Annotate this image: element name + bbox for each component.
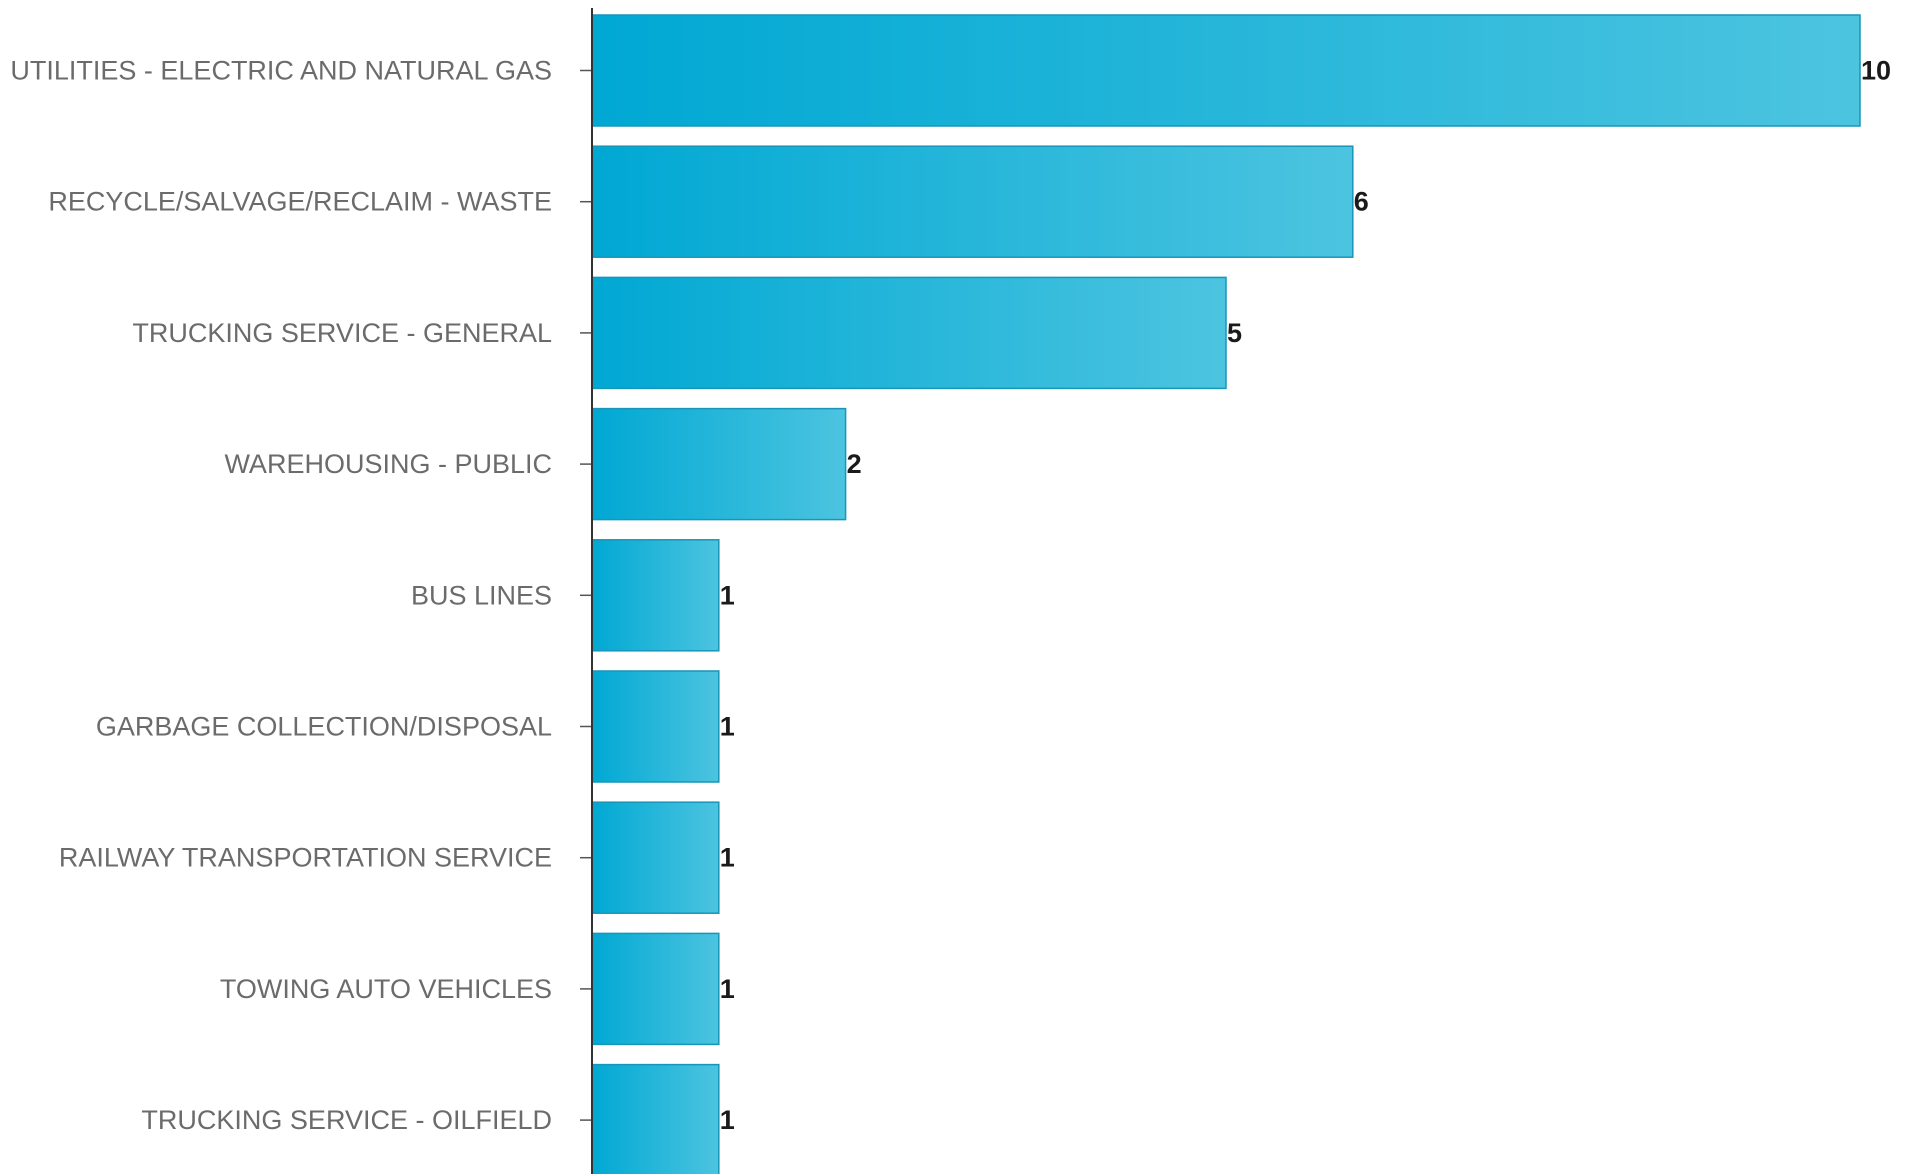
bar <box>591 14 1861 127</box>
value-label: 2 <box>847 449 862 479</box>
category-label: WAREHOUSING - PUBLIC <box>224 449 552 479</box>
bar <box>591 145 1354 258</box>
category-labels: UTILITIES - ELECTRIC AND NATURAL GAS RECY… <box>10 56 552 1136</box>
value-label: 6 <box>1354 187 1369 217</box>
bars-layer <box>591 14 1861 1174</box>
value-label: 1 <box>720 580 735 610</box>
bar <box>591 801 720 914</box>
category-label: TRUCKING SERVICE - OILFIELD <box>141 1105 552 1135</box>
bar <box>591 932 720 1046</box>
category-label: TRUCKING SERVICE - GENERAL <box>132 318 552 348</box>
category-label: BUS LINES <box>411 580 552 610</box>
y-axis-ticks <box>580 69 592 1121</box>
bar <box>591 670 720 783</box>
value-label: 1 <box>720 1105 735 1135</box>
value-label: 5 <box>1227 318 1242 348</box>
value-label: 1 <box>720 974 735 1004</box>
value-labels: 10 6 5 2 1 1 1 1 1 <box>720 56 1891 1136</box>
bar <box>591 539 720 652</box>
bar <box>591 407 847 521</box>
category-label: RECYCLE/SALVAGE/RECLAIM - WASTE <box>48 187 552 217</box>
value-label: 1 <box>720 843 735 873</box>
value-label: 1 <box>720 712 735 742</box>
bar <box>591 1063 720 1174</box>
value-label: 10 <box>1861 56 1891 86</box>
category-label: TOWING AUTO VEHICLES <box>220 974 552 1004</box>
category-label: UTILITIES - ELECTRIC AND NATURAL GAS <box>10 56 552 86</box>
bar <box>591 276 1227 390</box>
category-label: RAILWAY TRANSPORTATION SERVICE <box>59 843 552 873</box>
category-label: GARBAGE COLLECTION/DISPOSAL <box>96 712 552 742</box>
